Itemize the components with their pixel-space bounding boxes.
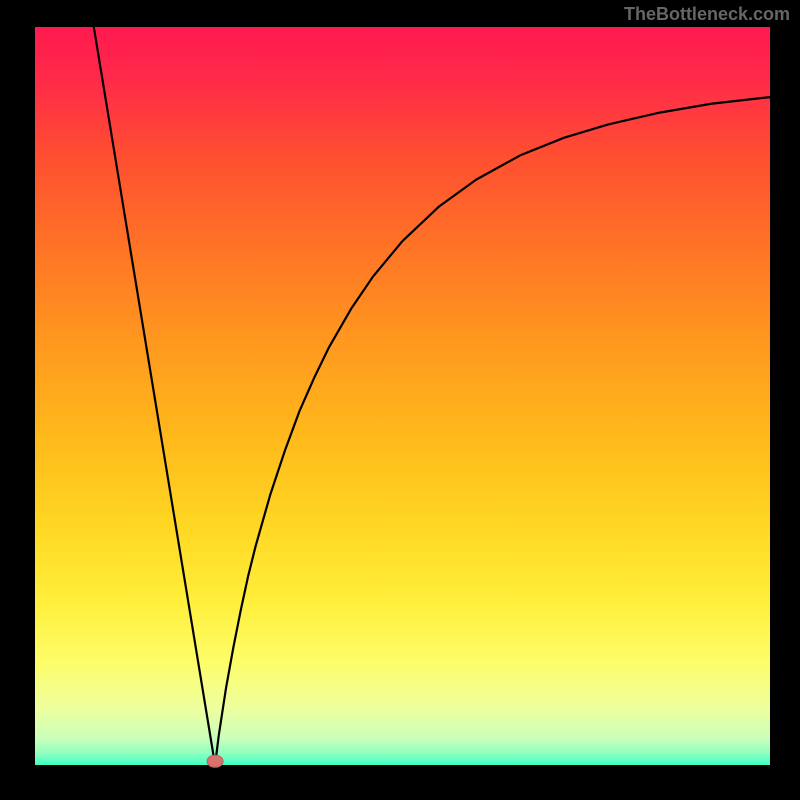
plot-area	[35, 27, 770, 765]
vertex-marker	[207, 755, 223, 767]
bottleneck-chart	[0, 0, 800, 800]
chart-stage: TheBottleneck.com	[0, 0, 800, 800]
watermark-text: TheBottleneck.com	[624, 4, 790, 25]
